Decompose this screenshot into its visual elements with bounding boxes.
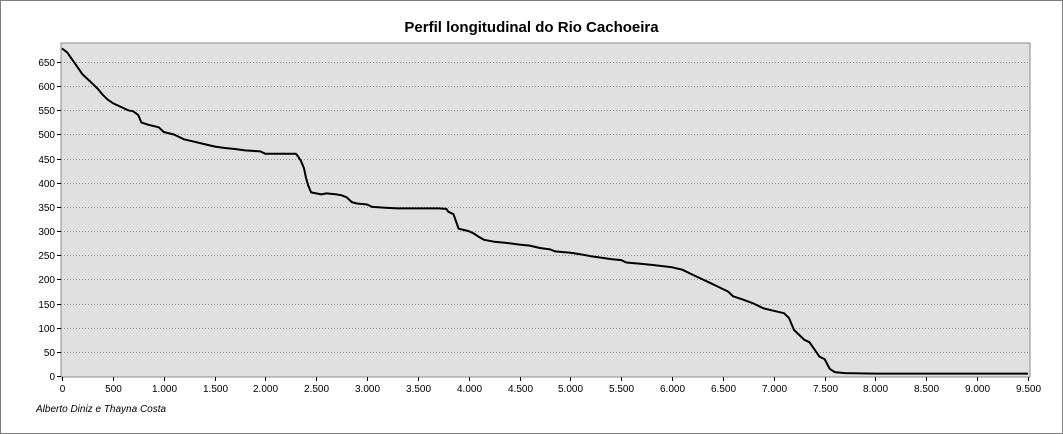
x-tick-label-7.500: 7.500 (813, 384, 838, 395)
y-tick-label-300: 300 (38, 227, 55, 238)
grid-lines (61, 62, 1030, 353)
x-tick-label-9.000: 9.000 (965, 384, 990, 395)
y-tick-label-400: 400 (38, 179, 55, 190)
y-tick-label-200: 200 (38, 275, 55, 286)
x-tick-label-8.000: 8.000 (863, 384, 888, 395)
y-tick-label-650: 650 (38, 58, 55, 69)
x-tick-label-4.000: 4.000 (457, 384, 482, 395)
credit-text: Alberto Diniz e Thayna Costa (36, 404, 167, 415)
y-tick-label-500: 500 (38, 130, 55, 141)
x-tick-label-5.000: 5.000 (558, 384, 583, 395)
x-tick-label-8.500: 8.500 (914, 384, 939, 395)
x-tick-label-1.000: 1.000 (152, 384, 177, 395)
x-tick-label-2.000: 2.000 (253, 384, 278, 395)
x-tick-label-6.000: 6.000 (660, 384, 685, 395)
y-tick-label-100: 100 (38, 324, 55, 335)
x-tick-label-6.500: 6.500 (711, 384, 736, 395)
x-axis: 0 500 1.000 1.500 2.000 2.500 3.000 3.500 4.000 4… (60, 377, 1041, 395)
x-tick-label-7.000: 7.000 (762, 384, 787, 395)
x-tick-label-5.500: 5.500 (609, 384, 634, 395)
series-line-0 (61, 47, 1028, 375)
x-tick-label-500: 500 (105, 384, 122, 395)
x-tick-label-3.000: 3.000 (355, 384, 380, 395)
x-tick-label-0: 0 (60, 384, 66, 395)
y-tick-label-250: 250 (38, 251, 55, 262)
series-layer (61, 47, 1028, 375)
y-tick-label-600: 600 (38, 82, 55, 93)
chart-title: Perfil longitudinal do Rio Cachoeira (404, 19, 659, 36)
x-tick-label-1.500: 1.500 (203, 384, 228, 395)
y-axis: 0 50 100 150 200 250 300 350 400 450 500 550 600 650 (38, 58, 61, 383)
x-tick-label-9.500: 9.500 (1016, 384, 1041, 395)
y-tick-label-450: 450 (38, 155, 55, 166)
y-tick-label-50: 50 (44, 348, 56, 359)
x-tick-label-3.500: 3.500 (406, 384, 431, 395)
x-tick-label-4.500: 4.500 (508, 384, 533, 395)
y-tick-label-350: 350 (38, 203, 55, 214)
y-tick-label-550: 550 (38, 106, 55, 117)
plot-area (60, 42, 1031, 378)
y-tick-label-150: 150 (38, 300, 55, 311)
x-tick-label-2.500: 2.500 (304, 384, 329, 395)
y-tick-label-0: 0 (49, 372, 55, 383)
